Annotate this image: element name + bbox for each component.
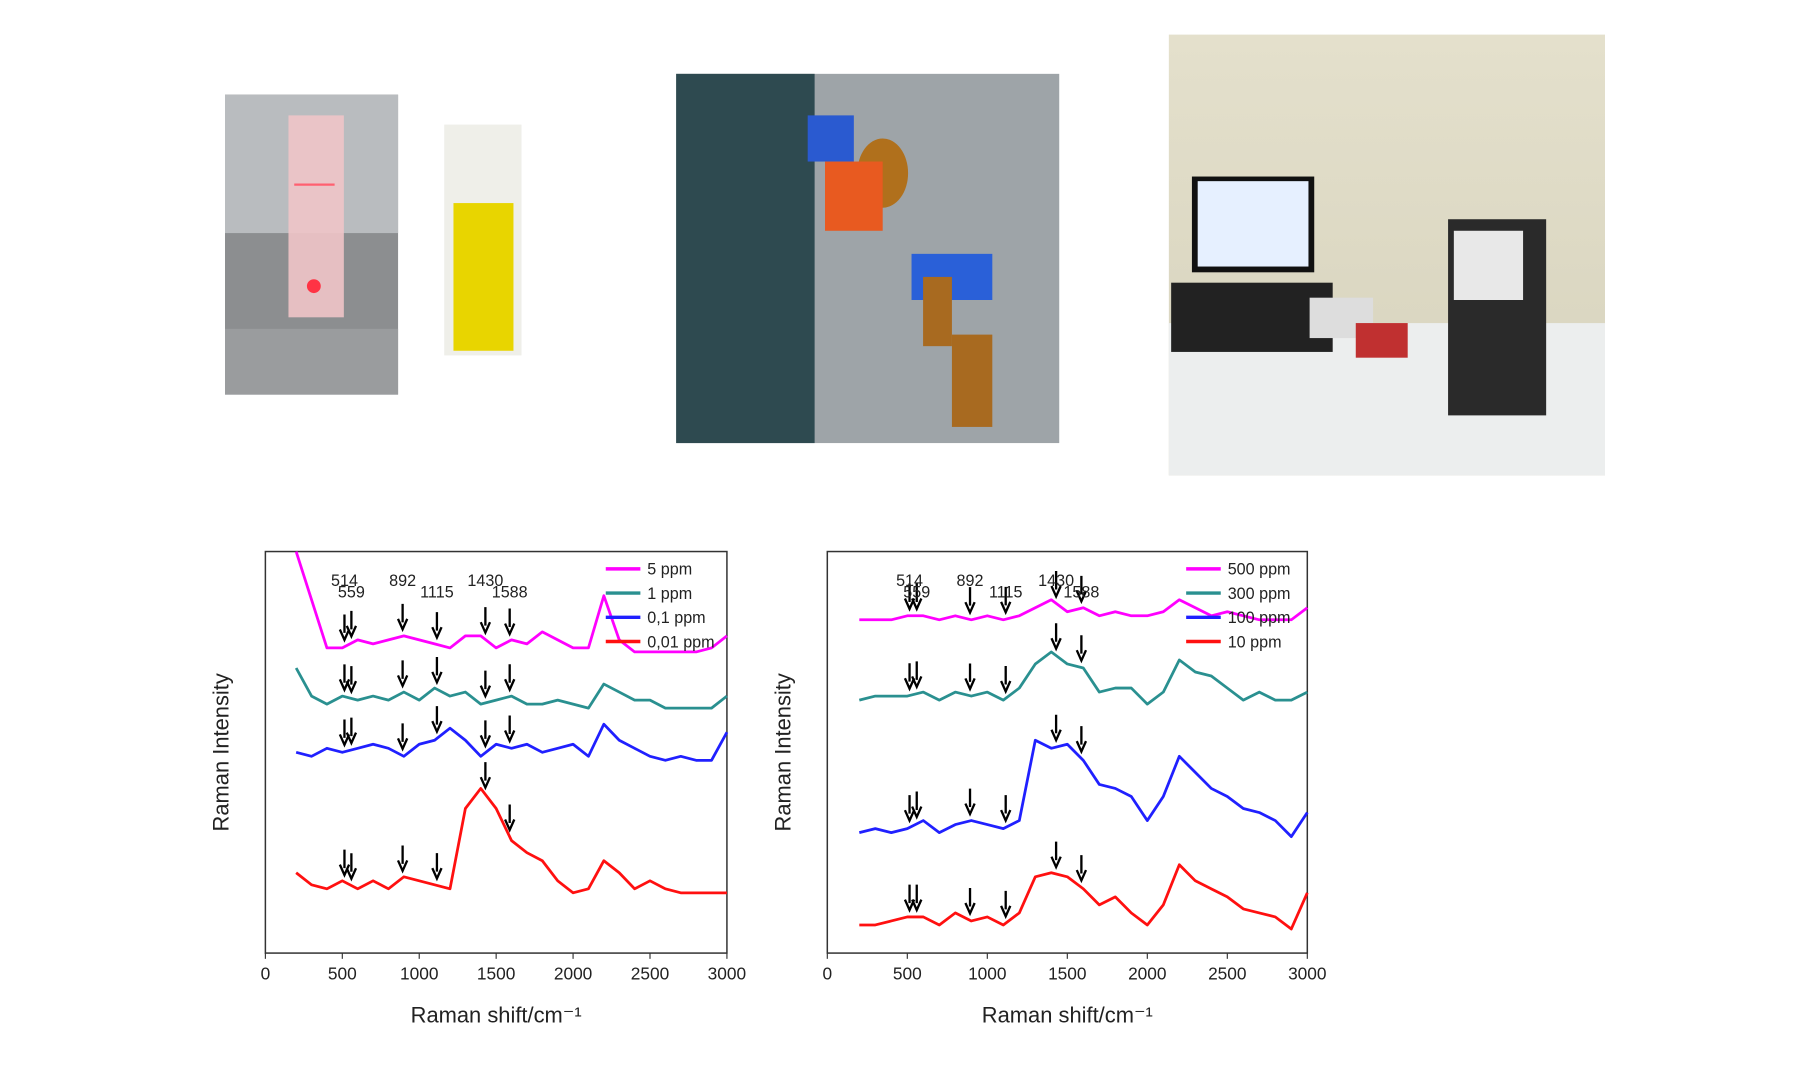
peak-label: 1115 <box>989 584 1023 602</box>
peak-arrow <box>1075 575 1088 605</box>
peak-arrow <box>903 884 916 913</box>
peak-arrow <box>911 661 923 690</box>
spectrum-line <box>858 650 1308 706</box>
spectrum-line <box>295 787 727 895</box>
peak-label: 1588 <box>492 584 528 602</box>
peak-arrow <box>1000 665 1012 695</box>
photo-lab-work <box>676 73 1060 444</box>
peak-arrow <box>479 607 492 636</box>
peak-label: 559 <box>338 584 365 602</box>
peak-arrow <box>1050 571 1062 600</box>
peak-arrow <box>1050 841 1062 870</box>
peak-arrow <box>396 603 409 633</box>
peak-arrow <box>1075 855 1088 884</box>
peak-label: 1115 <box>420 584 454 602</box>
peak-arrow <box>396 845 409 874</box>
peak-arrow <box>396 660 409 689</box>
peak-arrow <box>396 723 409 752</box>
spectrum-line <box>859 863 1309 931</box>
peak-arrow <box>345 853 358 882</box>
spectrum-line <box>295 722 729 762</box>
peak-arrow <box>903 795 916 824</box>
peak-label: 1588 <box>1063 584 1099 602</box>
peak-arrow <box>1050 714 1062 744</box>
peak-arrow <box>1050 623 1062 652</box>
peak-arrow <box>903 663 916 692</box>
peak-arrow <box>1000 890 1012 920</box>
peak-arrow <box>479 762 492 791</box>
peak-label: 1430 <box>1038 572 1074 590</box>
peak-arrow <box>911 791 923 820</box>
peak-arrow <box>504 608 516 637</box>
y-axis-label: Raman Intensity <box>770 673 795 831</box>
peak-arrow <box>504 664 516 693</box>
x-tick-label: 3000 <box>1288 964 1326 984</box>
x-tick-label: 1500 <box>1048 964 1086 984</box>
peak-arrow <box>345 666 358 695</box>
x-tick-label: 500 <box>893 964 922 984</box>
peak-label: 514 <box>331 572 358 590</box>
spectrum-line <box>294 667 728 710</box>
legend-label: 5 ppm <box>647 561 692 579</box>
x-tick-label: 2000 <box>1128 964 1166 984</box>
peak-arrow <box>504 715 516 744</box>
peak-label: 892 <box>389 572 416 590</box>
x-tick-label: 3000 <box>708 964 746 984</box>
peak-arrow <box>431 612 443 641</box>
legend-label: 100 ppm <box>1228 609 1291 627</box>
peak-arrow <box>431 706 443 735</box>
x-tick-label: 1500 <box>477 964 515 984</box>
peak-label: 892 <box>957 572 984 590</box>
peak-arrow <box>964 663 976 692</box>
x-tick-label: 2000 <box>554 964 592 984</box>
peak-arrow <box>1000 795 1012 824</box>
legend-label: 300 ppm <box>1228 585 1291 603</box>
x-tick-label: 2500 <box>631 964 669 984</box>
peak-arrow <box>479 720 492 749</box>
x-tick-label: 500 <box>328 964 357 984</box>
peak-arrow <box>964 587 976 616</box>
x-tick-label: 2500 <box>1208 964 1246 984</box>
peak-arrow <box>504 804 516 833</box>
peak-arrow <box>431 853 443 882</box>
x-axis-label: Raman shift/cm⁻¹ <box>411 1002 582 1027</box>
legend-label: 500 ppm <box>1228 561 1291 579</box>
legend-label: 10 ppm <box>1228 633 1282 651</box>
peak-arrow <box>479 670 492 699</box>
y-axis-label: Raman Intensity <box>208 673 233 831</box>
peak-arrow <box>911 583 923 612</box>
peak-arrow <box>338 614 351 643</box>
photo-cuvettes <box>225 94 522 395</box>
peak-arrow <box>964 888 976 917</box>
peak-arrow <box>911 884 923 913</box>
legend-label: 0,01 ppm <box>647 633 714 651</box>
photo-raman-instrument <box>1168 34 1605 476</box>
peak-label: 514 <box>896 572 923 590</box>
spectrum-line <box>859 598 1309 622</box>
peak-arrow <box>431 656 443 686</box>
peak-arrow <box>964 788 976 817</box>
x-tick-label: 1000 <box>968 964 1006 984</box>
peak-label: 1430 <box>467 572 503 590</box>
legend-label: 1 ppm <box>647 585 692 603</box>
x-tick-label: 0 <box>261 964 271 984</box>
peak-arrow <box>338 719 351 748</box>
peak-arrow <box>345 610 358 640</box>
peak-arrow <box>1075 635 1088 664</box>
peak-arrow <box>1000 586 1012 616</box>
peak-label: 559 <box>903 584 930 602</box>
peak-arrow <box>1075 726 1088 755</box>
spectrum-line <box>294 551 728 654</box>
legend-label: 0,1 ppm <box>647 609 705 627</box>
x-axis-label: Raman shift/cm⁻¹ <box>982 1002 1153 1027</box>
spectrum-line <box>858 738 1309 839</box>
peak-arrow <box>345 717 358 746</box>
x-tick-label: 0 <box>822 964 832 984</box>
x-tick-label: 1000 <box>400 964 438 984</box>
